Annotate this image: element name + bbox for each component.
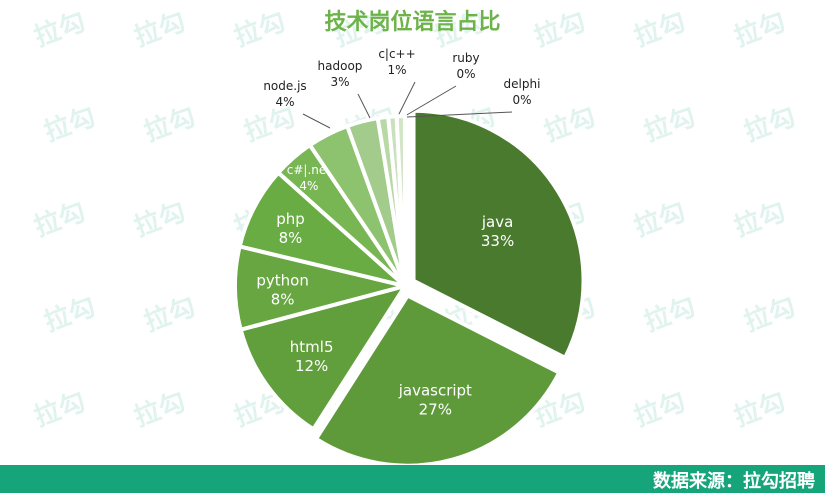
slice-percent: 0% <box>512 93 531 107</box>
slice-label: hadoop <box>318 59 363 73</box>
pie-slice-html5 <box>238 282 410 432</box>
slice-percent: 8% <box>271 291 295 309</box>
slice-percent: 4% <box>299 179 318 193</box>
leader-line <box>404 85 457 117</box>
slice-percent: 12% <box>295 357 328 375</box>
slice-label: node.js <box>263 79 306 93</box>
slice-percent: 27% <box>419 400 452 418</box>
leader-line <box>302 113 331 129</box>
data-source-label: 数据来源：拉勾招聘 <box>653 471 815 492</box>
slice-label: ruby <box>452 51 479 65</box>
chart-title: 技术岗位语言占比 <box>324 10 501 35</box>
slice-percent: 33% <box>481 232 514 250</box>
slice-percent: 4% <box>275 95 294 109</box>
slice-percent: 1% <box>387 63 406 77</box>
slice-percent: 3% <box>330 75 349 89</box>
slice-label: delphi <box>504 77 541 91</box>
pie-chart: java33%javascript27%html512%python8%php8… <box>233 47 586 465</box>
slice-label: php <box>276 210 305 228</box>
pie-slice-delphi <box>394 113 407 287</box>
slice-label: c#|.net <box>287 163 331 177</box>
slice-label: html5 <box>290 338 334 356</box>
pie-slice-javascript <box>313 293 562 465</box>
slice-label: java <box>481 213 513 231</box>
slice-label: c|c++ <box>378 47 415 61</box>
leader-line <box>397 81 416 117</box>
pie-slice-java <box>411 108 586 361</box>
leader-line <box>406 111 513 118</box>
slice-label: javascript <box>398 381 472 399</box>
leader-line <box>357 93 371 119</box>
slice-percent: 0% <box>456 67 475 81</box>
footer-bar: 数据来源：拉勾招聘 <box>0 465 825 493</box>
slice-percent: 8% <box>279 229 303 247</box>
slice-label: python <box>256 272 308 290</box>
